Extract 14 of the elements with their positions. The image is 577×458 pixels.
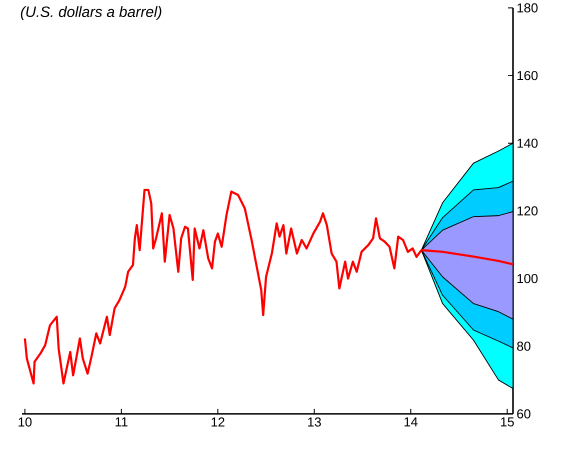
x-tick-label: 12: [212, 417, 224, 426]
y-tick-label: 80: [517, 342, 530, 351]
y-tick-label: 100: [518, 274, 538, 284]
chart-subtitle: (U.S. dollars a barrel): [20, 6, 162, 20]
y-tick-label: 160: [518, 71, 538, 80]
x-tick-label: 11: [116, 417, 128, 426]
y-tick-label: 180: [518, 3, 538, 13]
y-tick-label: 140: [518, 138, 538, 148]
y-tick-label: 60: [517, 409, 530, 419]
x-tick-label: 15: [500, 417, 514, 426]
x-tick-label: 10: [18, 417, 32, 427]
x-tick-label: 14: [404, 417, 418, 426]
y-tick-label: 120: [518, 206, 538, 216]
x-tick-label: 13: [308, 417, 321, 427]
